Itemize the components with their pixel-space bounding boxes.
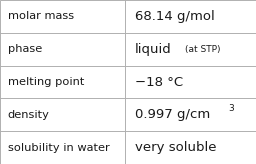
- Text: 68.14 g/mol: 68.14 g/mol: [135, 10, 215, 23]
- Text: 0.997 g/cm: 0.997 g/cm: [135, 108, 210, 121]
- Text: molar mass: molar mass: [8, 11, 74, 21]
- Text: −18 °C: −18 °C: [135, 75, 183, 89]
- Text: 3: 3: [229, 104, 234, 113]
- Text: phase: phase: [8, 44, 42, 54]
- Text: very soluble: very soluble: [135, 141, 217, 154]
- Text: solubility in water: solubility in water: [8, 143, 109, 153]
- Text: (at STP): (at STP): [185, 45, 221, 54]
- Text: melting point: melting point: [8, 77, 84, 87]
- Text: density: density: [8, 110, 50, 120]
- Text: liquid: liquid: [135, 43, 172, 56]
